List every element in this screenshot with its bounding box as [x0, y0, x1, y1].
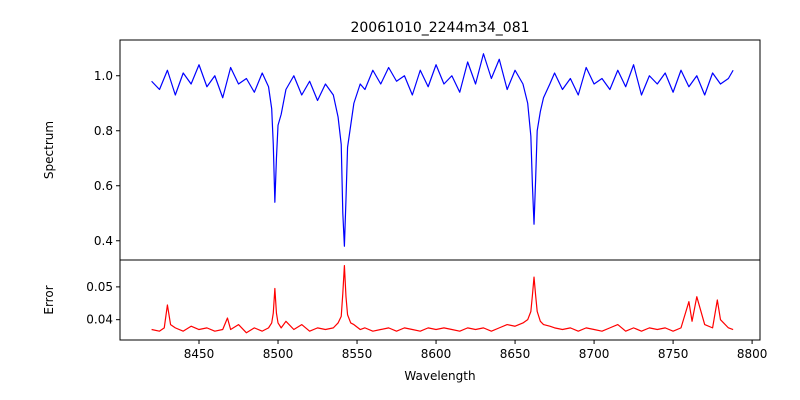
error-marks: 0.04 0.05 8450 8500 8550 8600 8650 8700 8750 8800 — [86, 264, 768, 361]
error-x-tick-label: 8650 — [500, 347, 531, 361]
spectrum-series-line — [151, 53, 734, 247]
chart-title: 20061010_2244m34_081 — [350, 20, 529, 36]
error-y-tick-label: 0.05 — [86, 280, 113, 294]
spectrum-y-tick-label: 1.0 — [94, 69, 113, 83]
error-x-tick-label: 8550 — [342, 347, 373, 361]
spectrum-y-tick-label: 0.8 — [94, 124, 113, 138]
error-panel: 0.04 0.05 8450 8500 8550 8600 8650 8700 8750 8800… — [42, 259, 768, 383]
error-x-tick-label: 8750 — [658, 347, 689, 361]
error-y-axis-label: Error — [42, 285, 56, 314]
spectrum-y-tick-label: 0.4 — [94, 234, 113, 248]
spectrum-y-axis-label: Spectrum — [42, 121, 56, 179]
error-x-tick-label: 8800 — [737, 347, 768, 361]
error-x-tick-label: 8500 — [263, 347, 294, 361]
error-axes-frame — [119, 259, 761, 341]
spectrum-y-tick-label: 0.6 — [94, 179, 113, 193]
spectrum-marks: 0.4 0.6 0.8 1.0 — [94, 53, 734, 248]
error-x-tick-label: 8450 — [184, 347, 215, 361]
error-x-tick-label: 8700 — [579, 347, 610, 361]
error-series-line — [151, 264, 734, 334]
error-y-tick-label: 0.04 — [86, 313, 113, 327]
x-axis-label: Wavelength — [404, 369, 475, 383]
error-x-tick-label: 8600 — [421, 347, 452, 361]
spectrum-panel: 0.4 0.6 0.8 1.0 Spectrum — [42, 39, 761, 261]
